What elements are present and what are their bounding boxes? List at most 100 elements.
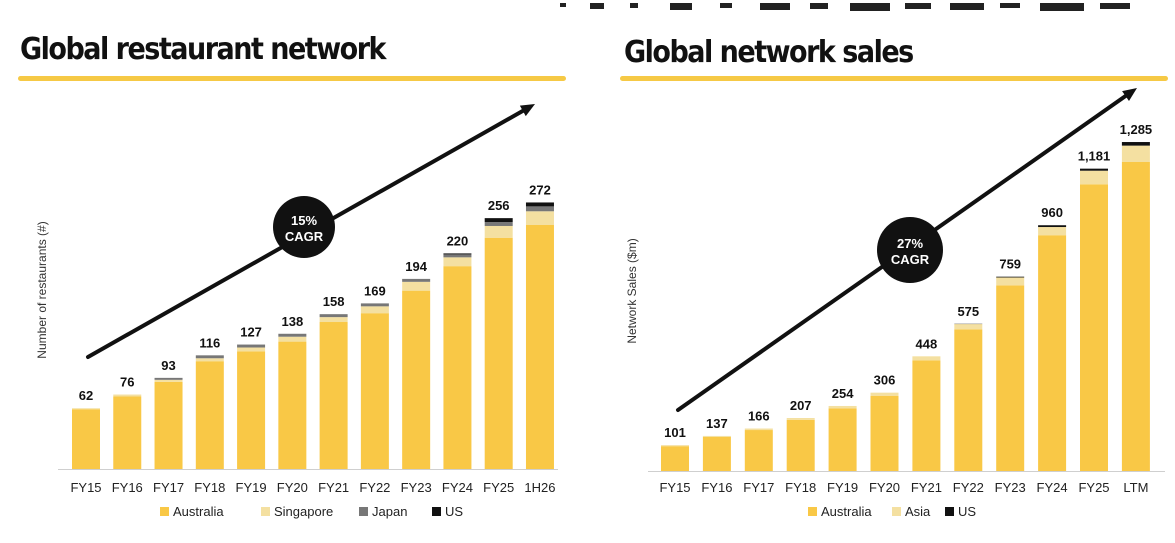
x-tick-fy23: FY23	[995, 480, 1026, 495]
bar-asia-ltm	[1121, 145, 1150, 162]
bar-us-fy25	[484, 218, 513, 223]
bar-japan-fy25	[484, 222, 513, 226]
bar-australia-fy19	[828, 408, 857, 471]
total-label-fy20: 138	[281, 314, 303, 329]
bar-australia-fy17	[154, 381, 183, 469]
x-tick-fy17: FY17	[153, 480, 184, 495]
x-tick-fy19: FY19	[236, 480, 267, 495]
bar-singapore-fy17	[154, 379, 183, 382]
cagr-badge	[273, 196, 335, 258]
bar-singapore-fy15	[72, 408, 100, 410]
bar-japan-1h26	[525, 206, 554, 212]
x-tick-fy21: FY21	[911, 480, 942, 495]
total-label-fy17: 166	[748, 409, 770, 424]
bar-australia-fy24	[1038, 235, 1067, 471]
legend-label-australia: Australia	[821, 504, 872, 519]
bar-australia-fy23	[996, 285, 1025, 471]
legend-label-asia: Asia	[905, 504, 931, 519]
bar-australia-fy21	[912, 360, 941, 471]
legend-swatch-us	[432, 507, 441, 516]
bar-japan-fy23	[402, 278, 431, 282]
total-label-fy22: 575	[957, 304, 979, 319]
x-tick-fy18: FY18	[194, 480, 225, 495]
title-underline	[620, 76, 1168, 81]
restaurant-network-title: Global restaurant network	[20, 32, 386, 67]
legend-label-singapore: Singapore	[274, 504, 333, 519]
bar-singapore-fy25	[484, 225, 513, 238]
total-label-fy19: 254	[832, 386, 854, 401]
top-edge-decoration	[560, 0, 1160, 11]
bar-australia-fy16	[702, 436, 731, 471]
total-label-fy22: 169	[364, 283, 386, 298]
x-tick-fy25: FY25	[483, 480, 514, 495]
total-label-fy21: 158	[323, 294, 345, 309]
total-label-fy17: 93	[161, 358, 175, 373]
cagr-badge	[877, 217, 943, 283]
trend-arrow-head	[519, 104, 535, 117]
title-underline	[18, 76, 566, 81]
bar-us-fy23	[996, 276, 1025, 278]
total-label-fy16: 137	[706, 416, 728, 431]
legend-swatch-us	[945, 507, 954, 516]
bar-australia-fy22	[954, 329, 983, 471]
bar-australia-fy20	[870, 395, 899, 471]
y-axis-label: Network Sales ($m)	[625, 238, 639, 343]
bar-australia-fy25	[484, 237, 513, 469]
total-label-fy23: 194	[405, 259, 427, 274]
bar-us-fy25	[1080, 168, 1108, 171]
bar-us-fy24	[443, 253, 472, 255]
legend-label-us: US	[958, 504, 976, 519]
bar-australia-ltm	[1121, 162, 1150, 471]
top-edge-decoration-graphic	[560, 3, 1130, 11]
legend-swatch-japan	[359, 507, 368, 516]
legend-label-japan: Japan	[372, 504, 407, 519]
bar-asia-fy17	[744, 428, 773, 431]
bar-asia-fy20	[870, 392, 899, 396]
bar-japan-fy17	[154, 377, 183, 380]
bar-asia-fy15	[661, 445, 689, 447]
bar-australia-fy17	[744, 430, 773, 471]
total-label-fy25: 1,181	[1078, 149, 1111, 164]
bar-asia-fy21	[912, 356, 941, 361]
bar-japan-fy24	[443, 254, 472, 258]
bar-japan-fy18	[195, 355, 224, 359]
bar-asia-fy25	[1080, 170, 1108, 185]
x-tick-fy24: FY24	[442, 480, 473, 495]
total-label-ltm: 1,285	[1120, 122, 1153, 137]
total-label-fy15: 101	[664, 425, 686, 440]
network-sales-chart: Network Sales ($m) 101 FY15 137 FY16 166 FY17 2…	[625, 88, 1165, 519]
bar-singapore-fy18	[195, 358, 224, 362]
legend-label-australia: Australia	[173, 504, 224, 519]
bar-japan-fy22	[360, 303, 389, 307]
total-label-fy25: 256	[488, 198, 510, 213]
bar-australia-fy15	[72, 409, 100, 469]
y-axis-label: Number of restaurants (#)	[35, 221, 49, 358]
network-sales-panel: Global network sales Network Sales ($m) 1…	[600, 0, 1175, 543]
bar-asia-fy18	[786, 418, 815, 420]
restaurant-network-panel: Global restaurant network Number of rest…	[0, 0, 580, 543]
restaurant-network-chart: Number of restaurants (#) 62 FY15 76 FY16 93 F…	[35, 104, 558, 519]
bar-australia-fy24	[443, 266, 472, 469]
x-tick-fy22: FY22	[359, 480, 390, 495]
x-tick-fy24: FY24	[1037, 480, 1068, 495]
bar-australia-fy25	[1080, 184, 1108, 471]
x-tick-fy19: FY19	[827, 480, 858, 495]
legend-swatch-asia	[892, 507, 901, 516]
legend-swatch-australia	[160, 507, 169, 516]
x-tick-fy25: FY25	[1078, 480, 1109, 495]
legend-swatch-australia	[808, 507, 817, 516]
cagr-label: CAGR	[891, 252, 930, 267]
bar-japan-fy19	[237, 344, 266, 348]
bar-japan-fy20	[278, 333, 307, 337]
legend-swatch-singapore	[261, 507, 270, 516]
total-label-fy21: 448	[916, 336, 938, 351]
bar-asia-fy19	[828, 405, 857, 409]
total-label-fy18: 116	[199, 335, 220, 350]
x-tick-fy15: FY15	[70, 480, 101, 495]
total-label-fy16: 76	[120, 375, 134, 390]
x-tick-fy16: FY16	[112, 480, 143, 495]
bar-singapore-fy21	[319, 317, 348, 323]
bar-singapore-fy20	[278, 336, 307, 342]
x-tick-ltm: LTM	[1123, 480, 1148, 495]
legend-label-us: US	[445, 504, 463, 519]
